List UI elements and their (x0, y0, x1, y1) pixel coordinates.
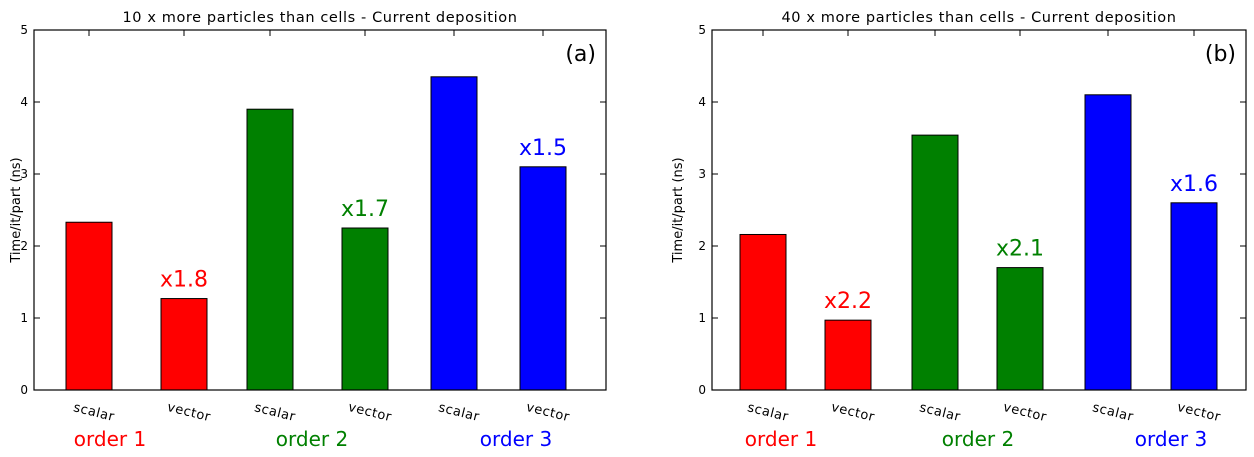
bar (996, 267, 1044, 391)
y-tick-label: 5 (698, 23, 706, 37)
chart-title: 40 x more particles than cells - Current… (781, 10, 1176, 26)
group-label: order 2 (276, 427, 348, 451)
speedup-annotation: x2.2 (824, 289, 872, 314)
bar (1170, 202, 1218, 391)
y-tick-label: 4 (698, 95, 706, 109)
group-label: order 3 (1135, 427, 1207, 451)
speedup-annotation: x1.7 (341, 197, 389, 222)
y-tick-label: 1 (20, 311, 28, 325)
bar (519, 166, 567, 391)
y-tick-label: 0 (698, 383, 706, 397)
group-label: order 1 (745, 427, 817, 451)
chart-panel-2: 40 x more particles than cells - Current… (671, 10, 1247, 451)
category-label: scalar (437, 400, 481, 425)
group-label: order 2 (942, 427, 1014, 451)
category-label: scalar (918, 400, 962, 425)
speedup-annotation: x1.8 (160, 268, 208, 293)
category-label: vector (830, 400, 877, 425)
y-tick-label: 2 (20, 239, 28, 253)
y-tick-label: 5 (20, 23, 28, 37)
y-tick-label: 4 (20, 95, 28, 109)
panel-label: (a) (565, 42, 596, 67)
y-tick-label: 3 (698, 167, 706, 181)
y-tick-label: 0 (20, 383, 28, 397)
y-tick-label: 2 (698, 239, 706, 253)
group-label: order 1 (74, 427, 146, 451)
bar (739, 233, 787, 391)
chart-panel-1: 10 x more particles than cells - Current… (9, 10, 607, 451)
category-label: scalar (253, 400, 297, 425)
speedup-annotation: x2.1 (996, 237, 1044, 262)
bar (246, 108, 294, 391)
category-label: scalar (1091, 400, 1135, 425)
bar (430, 76, 478, 391)
category-label: scalar (746, 400, 790, 425)
speedup-annotation: x1.6 (1170, 172, 1218, 197)
bar (824, 319, 872, 391)
axes-frame (711, 29, 1247, 391)
y-axis-label: Time/it/part (ns) (9, 157, 24, 263)
y-tick-label: 3 (20, 167, 28, 181)
bar (341, 227, 389, 391)
y-tick-label: 1 (698, 311, 706, 325)
panel-label: (b) (1205, 42, 1236, 67)
axes-frame (33, 29, 607, 391)
speedup-annotation: x1.5 (519, 136, 567, 161)
bar (1084, 94, 1132, 391)
chart-title: 10 x more particles than cells - Current… (122, 10, 517, 26)
category-label: scalar (72, 400, 116, 425)
y-axis-label: Time/it/part (ns) (671, 157, 686, 263)
category-label: vector (1002, 400, 1049, 425)
bar (65, 221, 113, 391)
group-label: order 3 (480, 427, 552, 451)
category-label: vector (1176, 400, 1223, 425)
bar (911, 134, 959, 391)
category-label: vector (347, 400, 394, 425)
category-label: vector (166, 400, 213, 425)
bar (160, 298, 208, 391)
category-label: vector (525, 400, 572, 425)
